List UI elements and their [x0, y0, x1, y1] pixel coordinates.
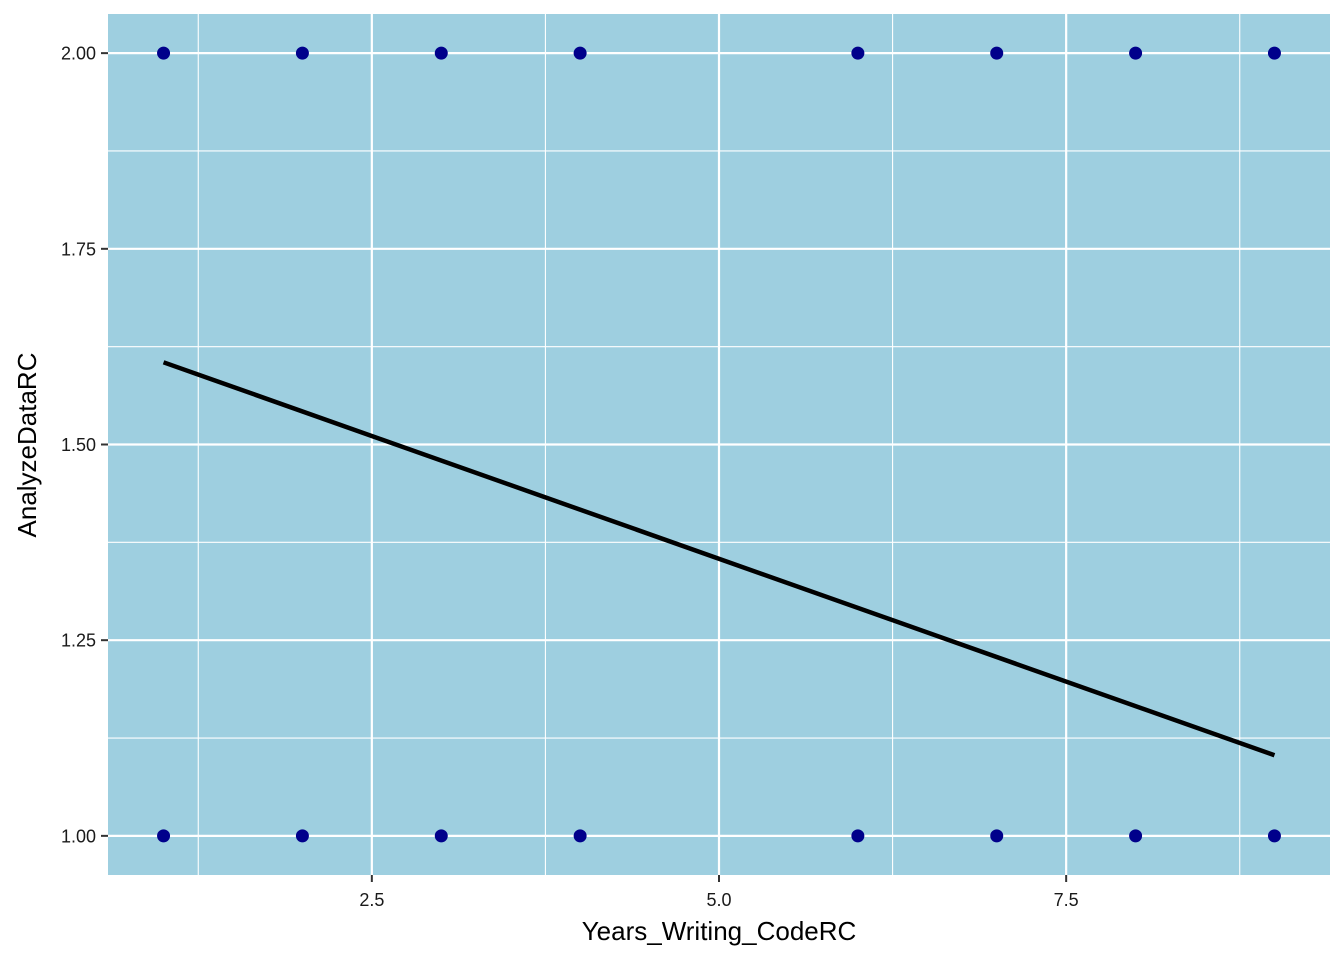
data-point: [851, 829, 865, 843]
data-point: [434, 46, 448, 60]
data-point: [573, 829, 587, 843]
x-tick-label: 5.0: [706, 890, 731, 910]
data-points: [157, 46, 1281, 843]
data-point: [990, 829, 1004, 843]
trend-line-layer: [162, 360, 1276, 758]
data-point: [573, 46, 587, 60]
data-point: [157, 46, 171, 60]
x-tick-label: 2.5: [359, 890, 384, 910]
data-point: [1267, 829, 1281, 843]
x-axis: 2.5 5.0 7.5: [359, 875, 1079, 910]
data-point: [1267, 46, 1281, 60]
data-point: [851, 46, 865, 60]
data-point: [157, 829, 171, 843]
data-point: [1129, 829, 1143, 843]
data-point: [295, 46, 309, 60]
y-tick-label: 2.00: [61, 44, 96, 64]
y-tick-label: 1.00: [61, 826, 96, 846]
y-tick-label: 1.25: [61, 631, 96, 651]
x-axis-title: Years_Writing_CodeRC: [582, 916, 857, 946]
trend-line: [162, 360, 1276, 758]
data-point: [990, 46, 1004, 60]
data-point: [434, 829, 448, 843]
x-tick-label: 7.5: [1054, 890, 1079, 910]
major-gridlines: [108, 14, 1330, 875]
y-tick-label: 1.75: [61, 239, 96, 259]
data-point: [295, 829, 309, 843]
y-tick-label: 1.50: [61, 435, 96, 455]
y-axis: 1.00 1.25 1.50 1.75 2.00: [61, 44, 108, 846]
data-point: [1129, 46, 1143, 60]
y-axis-title: AnalyzeDataRC: [12, 353, 42, 538]
